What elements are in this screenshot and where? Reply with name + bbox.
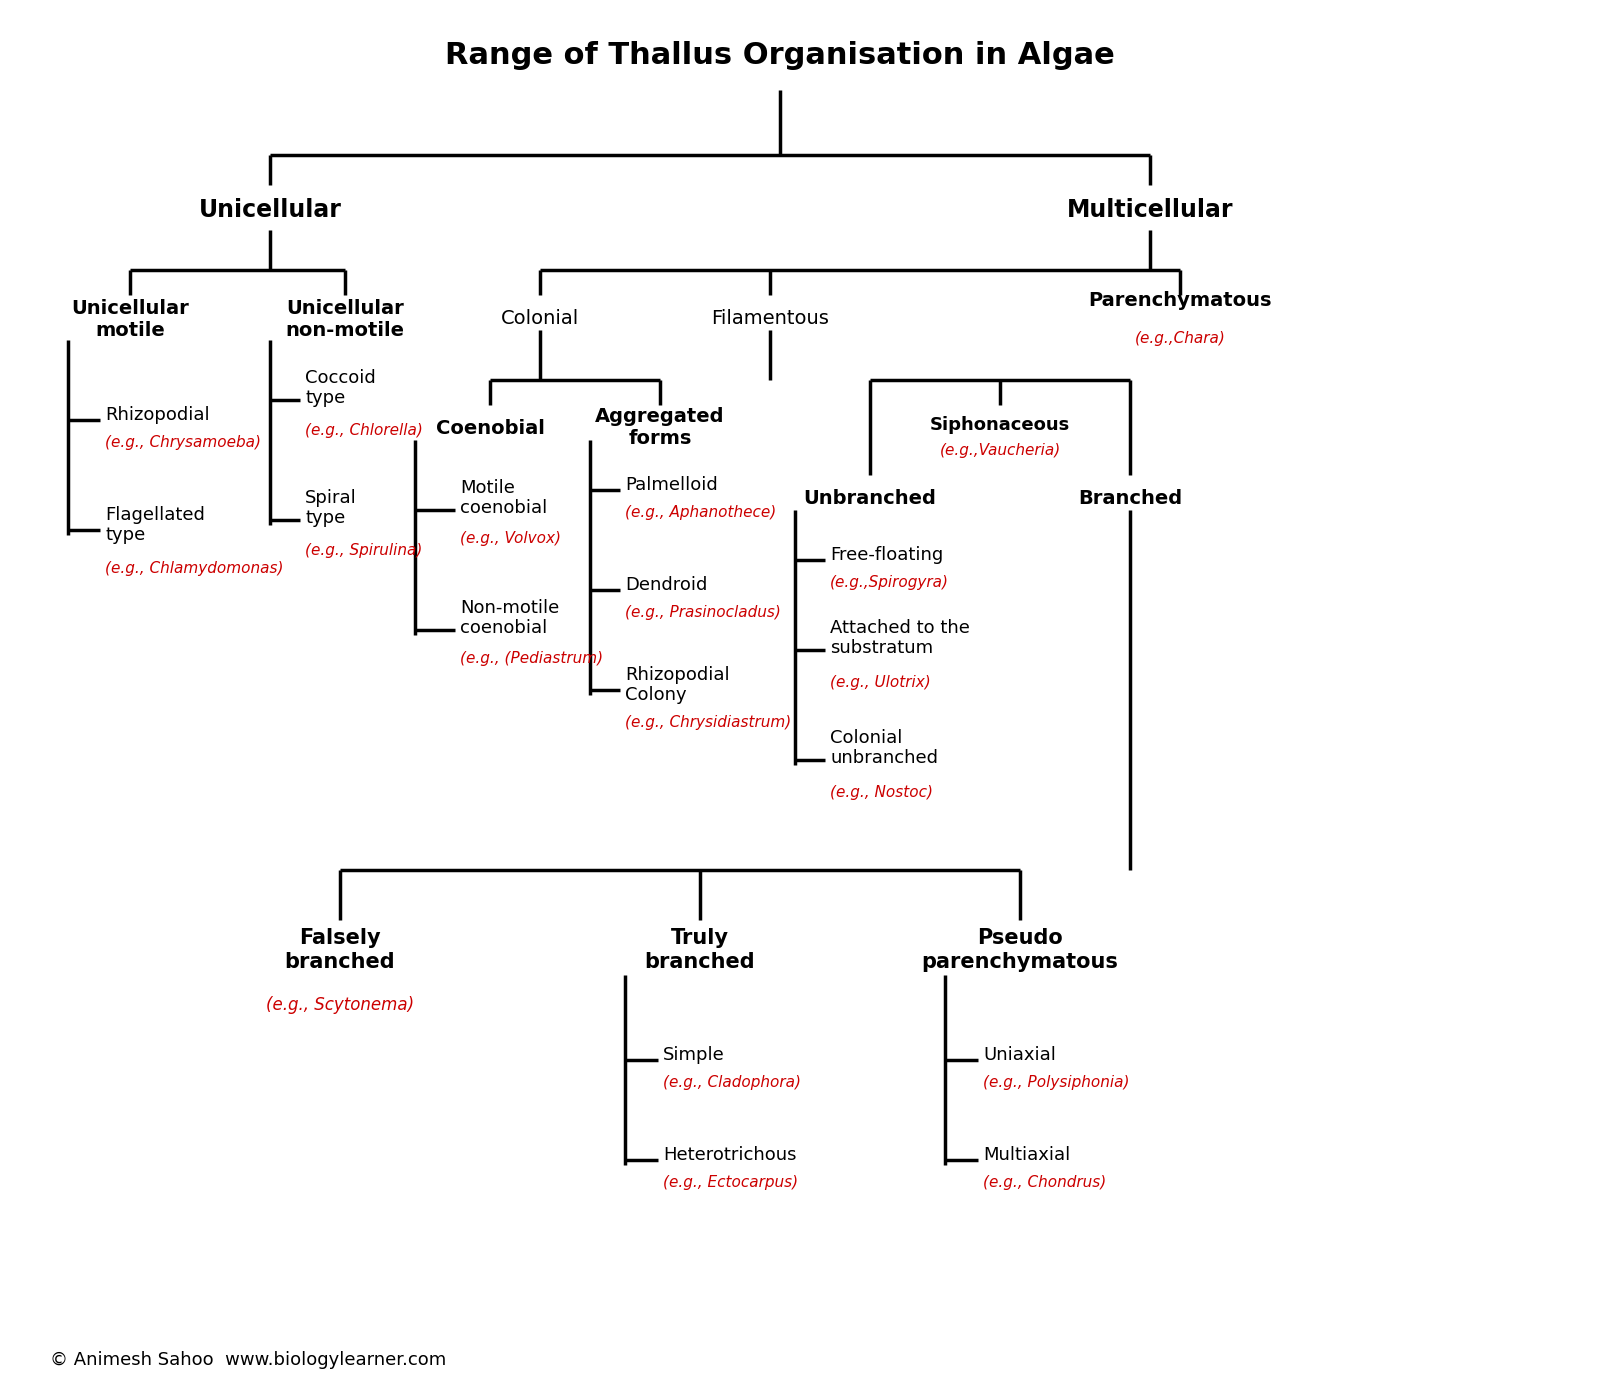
Text: Motile
coenobial: Motile coenobial xyxy=(461,479,547,518)
Text: (e.g., Cladophora): (e.g., Cladophora) xyxy=(662,1075,802,1089)
Text: Unicellular
motile: Unicellular motile xyxy=(70,300,189,340)
Text: Range of Thallus Organisation in Algae: Range of Thallus Organisation in Algae xyxy=(445,41,1115,70)
Text: (e.g., Chondrus): (e.g., Chondrus) xyxy=(982,1175,1106,1190)
Text: (e.g., Chrysidiastrum): (e.g., Chrysidiastrum) xyxy=(626,714,792,729)
Text: (e.g.,Spirogyra): (e.g.,Spirogyra) xyxy=(830,574,949,589)
Text: Simple: Simple xyxy=(662,1046,725,1064)
Text: (e.g., Aphanothece): (e.g., Aphanothece) xyxy=(626,504,776,519)
Text: (e.g., Ulotrix): (e.g., Ulotrix) xyxy=(830,675,931,690)
Text: Coenobial: Coenobial xyxy=(435,419,544,437)
Text: Palmelloid: Palmelloid xyxy=(626,476,718,494)
Text: (e.g., Polysiphonia): (e.g., Polysiphonia) xyxy=(982,1075,1130,1089)
Text: (e.g.,Chara): (e.g.,Chara) xyxy=(1134,330,1226,346)
Text: Heterotrichous: Heterotrichous xyxy=(662,1147,797,1163)
Text: Flagellated
type: Flagellated type xyxy=(106,505,205,545)
Text: Filamentous: Filamentous xyxy=(710,308,829,328)
Text: Rhizopodial: Rhizopodial xyxy=(106,406,210,424)
Text: Colonial: Colonial xyxy=(501,308,579,328)
Text: Colonial
unbranched: Colonial unbranched xyxy=(830,728,938,767)
Text: Multiaxial: Multiaxial xyxy=(982,1147,1070,1163)
Text: (e.g., Scytonema): (e.g., Scytonema) xyxy=(266,995,414,1014)
Text: Dendroid: Dendroid xyxy=(626,575,707,594)
Text: (e.g., Chlorella): (e.g., Chlorella) xyxy=(306,423,422,437)
Text: © Animesh Sahoo  www.biologylearner.com: © Animesh Sahoo www.biologylearner.com xyxy=(50,1351,446,1369)
Text: (e.g.,Vaucheria): (e.g.,Vaucheria) xyxy=(939,442,1061,458)
Text: Parenchymatous: Parenchymatous xyxy=(1088,291,1272,309)
Text: Unicellular
non-motile: Unicellular non-motile xyxy=(285,300,405,340)
Text: Siphonaceous: Siphonaceous xyxy=(930,416,1070,434)
Text: (e.g., (Pediastrum): (e.g., (Pediastrum) xyxy=(461,651,603,665)
Text: (e.g., Spirulina): (e.g., Spirulina) xyxy=(306,542,422,557)
Text: Uniaxial: Uniaxial xyxy=(982,1046,1056,1064)
Text: Falsely
branched: Falsely branched xyxy=(285,928,395,972)
Text: Rhizopodial
Colony: Rhizopodial Colony xyxy=(626,665,730,704)
Text: (e.g., Volvox): (e.g., Volvox) xyxy=(461,531,562,546)
Text: (e.g., Nostoc): (e.g., Nostoc) xyxy=(830,784,933,799)
Text: Coccoid
type: Coccoid type xyxy=(306,368,376,407)
Text: Unbranched: Unbranched xyxy=(803,489,936,508)
Text: Pseudo
parenchymatous: Pseudo parenchymatous xyxy=(922,928,1118,972)
Text: Aggregated
forms: Aggregated forms xyxy=(595,407,725,448)
Text: (e.g., Prasinocladus): (e.g., Prasinocladus) xyxy=(626,605,781,619)
Text: Branched: Branched xyxy=(1078,489,1182,508)
Text: Attached to the
substratum: Attached to the substratum xyxy=(830,619,970,658)
Text: Non-motile
coenobial: Non-motile coenobial xyxy=(461,599,560,637)
Text: Multicellular: Multicellular xyxy=(1067,197,1234,223)
Text: Unicellular: Unicellular xyxy=(198,197,341,223)
Text: Spiral
type: Spiral type xyxy=(306,489,357,528)
Text: (e.g., Ectocarpus): (e.g., Ectocarpus) xyxy=(662,1175,798,1190)
Text: (e.g., Chrysamoeba): (e.g., Chrysamoeba) xyxy=(106,434,261,449)
Text: Free-floating: Free-floating xyxy=(830,546,944,564)
Text: (e.g., Chlamydomonas): (e.g., Chlamydomonas) xyxy=(106,560,283,575)
Text: Truly
branched: Truly branched xyxy=(645,928,755,972)
